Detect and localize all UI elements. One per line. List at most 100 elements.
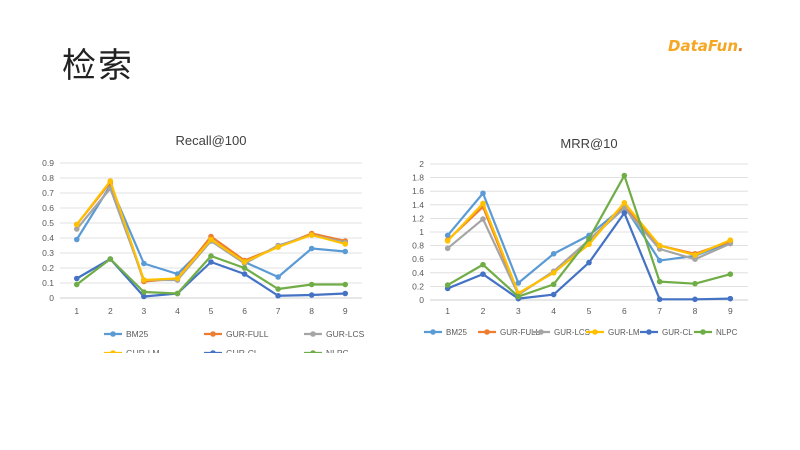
recall-100-legend-marker	[110, 331, 116, 337]
recall-100-point-bm25	[141, 260, 147, 267]
recall-100-point-gur-lm	[308, 232, 315, 238]
mrr-10-x-tick-label: 2	[481, 306, 486, 316]
recall-100-x-tick-label: 4	[175, 306, 180, 316]
mrr-10-y-tick-label: 1.6	[412, 186, 424, 196]
recall-100-x-tick-label: 1	[74, 306, 79, 316]
mrr-10-legend-label: BM25	[446, 328, 467, 337]
mrr-10-legend-marker	[484, 329, 490, 335]
mrr-10-y-tick-label: 0	[419, 295, 424, 305]
recall-100-y-tick-label: 0.5	[42, 218, 54, 228]
slide-title: 检索	[62, 46, 134, 86]
recall-100-point-gur-lm	[73, 221, 80, 228]
mrr-10-point-nlpc	[550, 281, 557, 288]
mrr-10-x-tick-label: 9	[728, 306, 733, 316]
logo-dot: .	[738, 37, 744, 55]
recall-100-legend-label: GUR-LCS	[326, 329, 365, 339]
mrr-10-point-bm25	[515, 280, 522, 286]
mrr-10-point-nlpc	[656, 278, 663, 285]
mrr-10-y-tick-label: 0.4	[412, 268, 424, 278]
recall-100-x-tick-label: 7	[276, 306, 281, 316]
recall-100-y-tick-label: 0.3	[42, 248, 54, 258]
recall-100-point-nlpc	[308, 281, 315, 288]
mrr-10-x-tick-label: 3	[516, 306, 521, 316]
mrr-10-x-tick-label: 6	[622, 306, 627, 316]
recall-100-point-bm25	[73, 236, 80, 243]
mrr-10-point-gur-cl	[727, 295, 734, 302]
recall-100-x-tick-label: 6	[242, 306, 247, 316]
recall-100-x-tick-label: 5	[209, 306, 214, 316]
recall-100-point-gur-cl	[73, 275, 80, 282]
recall-100-point-gur-lm	[141, 277, 147, 283]
recall-100-legend-item-gur-cl: GUR-CL	[204, 348, 259, 358]
mrr-10-point-nlpc	[621, 172, 628, 179]
recall-100-point-gur-lm	[174, 275, 181, 282]
recall-100-legend-marker	[310, 350, 316, 356]
mrr-10-legend-label: GUR-FULL	[500, 328, 541, 337]
recall-100-point-gur-lcs	[73, 226, 80, 232]
recall-100-y-tick-label: 0	[49, 293, 54, 303]
recall-at-100-chart: Recall@100 0 0.1 0.2 0.3 0.4 0.5 0.6 0.7 0.8 0.9 1 2…	[42, 133, 365, 358]
mrr-10-legend-item-gur-full: GUR-FULL	[478, 328, 541, 337]
mrr-10-legend-marker	[700, 329, 706, 335]
mrr-10-y-tick-label: 0.6	[412, 254, 424, 264]
recall-100-point-nlpc	[174, 290, 181, 297]
mrr-10-point-nlpc	[515, 293, 522, 300]
mrr-10-legend-marker	[538, 329, 544, 335]
mrr-10-point-bm25	[480, 190, 486, 197]
recall-100-y-tick-label: 0.9	[42, 158, 54, 168]
mrr-10-x-tick-label: 7	[657, 306, 662, 316]
mrr-10-title: MRR@10	[560, 136, 617, 151]
recall-100-point-gur-cl	[141, 293, 147, 300]
mrr-10-point-gur-lm	[692, 252, 698, 258]
mrr-10-legend-label: GUR-LM	[608, 328, 640, 337]
recall-100-legend-label: GUR-CL	[226, 348, 259, 353]
recall-100-legend-label: GUR-LM	[126, 348, 160, 353]
mrr-10-legend-marker	[646, 329, 652, 335]
recall-100-title: Recall@100	[175, 133, 246, 148]
recall-100-legend-marker	[210, 331, 216, 337]
recall-100-point-nlpc	[73, 281, 80, 288]
mrr-10-point-gur-cl	[621, 210, 628, 216]
mrr-10-point-bm25	[656, 257, 663, 264]
mrr-10-point-gur-cl	[586, 259, 592, 266]
mrr-chart-wrap: MRR@10 0 0.2 0.4 0.6 0.8 1 1.2 1.4 1.6 1.8 2 1 2 3 4 5 6 7…	[402, 128, 772, 357]
mrr-10-legend-label: NLPC	[716, 328, 738, 337]
mrr-10-legend-marker	[430, 329, 436, 335]
mrr-10-y-tick-label: 1.2	[412, 213, 424, 223]
mrr-10-legend-item-nlpc: NLPC	[694, 328, 738, 337]
mrr-10-point-gur-lm	[727, 237, 734, 243]
recall-100-point-gur-cl	[275, 292, 281, 299]
mrr-10-legend-item-gur-lm: GUR-LM	[586, 328, 640, 337]
mrr-10-legend-item-bm25: BM25	[424, 328, 467, 337]
mrr-10-point-gur-lm	[444, 238, 451, 244]
recall-chart-wrap: Recall@100 0 0.1 0.2 0.3 0.4 0.5 0.6 0.7 0.8 0.9 1 2…	[28, 128, 388, 358]
recall-100-point-gur-lm	[342, 241, 349, 247]
mrr-10-point-gur-lcs	[444, 245, 451, 252]
recall-100-point-gur-cl	[208, 259, 214, 265]
recall-100-legend-label: BM25	[126, 329, 148, 339]
mrr-10-point-nlpc	[444, 282, 451, 288]
recall-100-point-gur-cl	[241, 271, 248, 277]
recall-100-point-bm25	[275, 274, 281, 280]
recall-100-x-tick-label: 2	[108, 306, 113, 316]
recall-100-legend-item-gur-full: GUR-FULL	[204, 329, 269, 339]
mrr-10-point-nlpc	[727, 271, 734, 277]
mrr-10-y-tick-label: 1.8	[412, 173, 424, 183]
mrr-10-legend-marker	[592, 329, 598, 335]
mrr-10-legend-item-gur-cl: GUR-CL	[640, 328, 693, 337]
mrr-10-y-tick-label: 1	[419, 227, 424, 237]
mrr-10-point-gur-cl	[692, 296, 698, 303]
recall-100-legend-item-nlpc: NLPC	[304, 348, 349, 358]
recall-100-point-nlpc	[208, 253, 214, 259]
recall-100-x-tick-label: 9	[343, 306, 348, 316]
mrr-10-point-gur-lm	[621, 199, 628, 206]
recall-100-legend-label: NLPC	[326, 348, 349, 353]
recall-100-y-tick-label: 0.6	[42, 203, 54, 213]
recall-100-legend-item-bm25: BM25	[104, 329, 148, 339]
recall-100-y-tick-label: 0.4	[42, 233, 54, 243]
recall-100-point-gur-lm	[241, 259, 248, 265]
mrr-10-point-gur-lm	[550, 270, 557, 276]
recall-100-legend-item-gur-lm: GUR-LM	[104, 348, 160, 358]
mrr-10-y-tick-label: 2	[419, 159, 424, 169]
logo-text: DataFun	[668, 37, 739, 55]
